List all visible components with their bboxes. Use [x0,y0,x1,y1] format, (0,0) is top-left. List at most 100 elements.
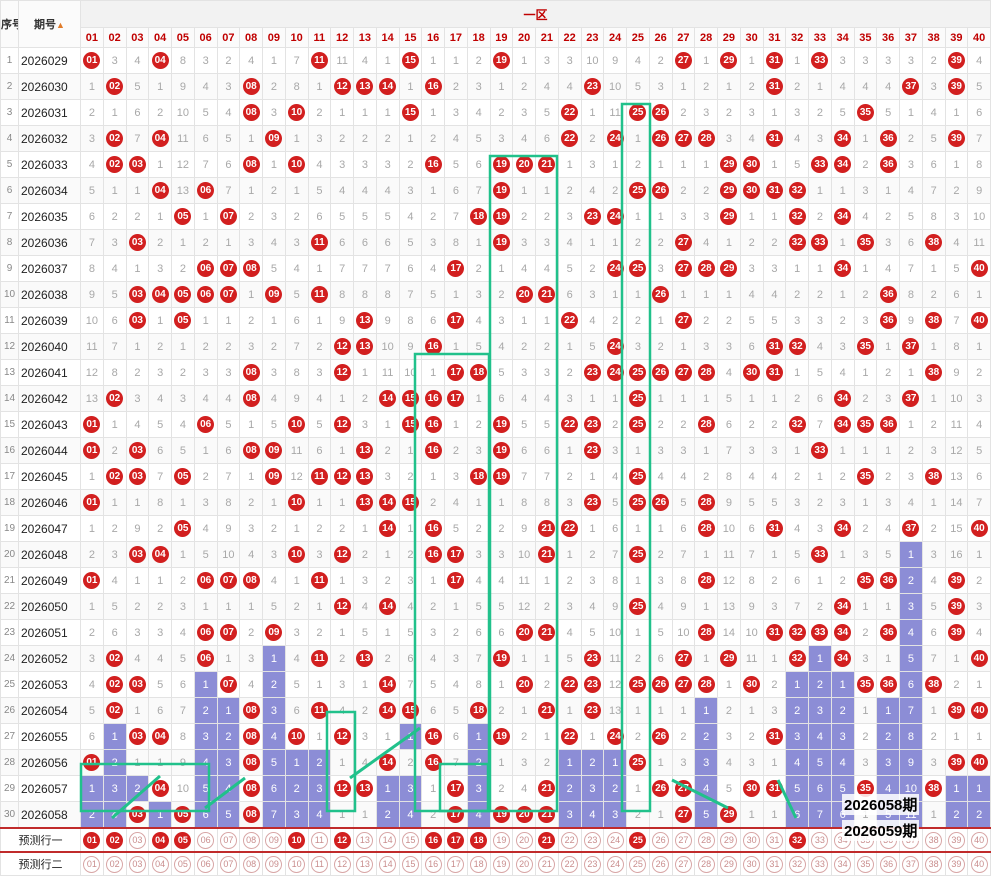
prediction-cell[interactable]: 40 [967,827,991,853]
prediction-number-toggle[interactable]: 35 [856,855,874,873]
prediction-number-toggle[interactable]: 20 [515,831,533,849]
prediction-cell[interactable]: 21 [535,851,559,876]
prediction-cell[interactable]: 29 [717,851,741,876]
prediction-cell[interactable]: 36 [876,851,900,876]
prediction-cell[interactable]: 28 [694,851,718,876]
sort-icon[interactable]: ▲ [56,20,65,30]
prediction-number-toggle[interactable]: 22 [561,855,579,873]
prediction-number-toggle[interactable]: 36 [879,855,897,873]
prediction-number-toggle[interactable]: 17 [447,855,465,873]
prediction-number-toggle[interactable]: 08 [242,855,260,873]
prediction-number-toggle[interactable]: 31 [765,855,783,873]
prediction-cell[interactable]: 17 [444,851,468,876]
period-header[interactable]: 期号▲ [18,0,81,48]
prediction-number-toggle[interactable]: 37 [902,855,920,873]
prediction-number-toggle[interactable]: 21 [538,831,556,849]
prediction-cell[interactable]: 32 [785,851,809,876]
prediction-cell[interactable]: 28 [694,827,718,853]
prediction-number-toggle[interactable]: 23 [583,831,601,849]
prediction-number-toggle[interactable]: 29 [720,855,738,873]
prediction-cell[interactable]: 31 [762,851,787,876]
prediction-number-toggle[interactable]: 12 [333,831,351,849]
prediction-cell[interactable]: 37 [899,851,923,876]
prediction-cell[interactable]: 32 [785,827,809,853]
prediction-number-toggle[interactable]: 25 [629,831,647,849]
prediction-cell[interactable]: 13 [353,851,377,876]
prediction-number-toggle[interactable]: 39 [947,855,965,873]
prediction-number-toggle[interactable]: 03 [128,831,146,849]
prediction-number-toggle[interactable]: 05 [174,855,192,873]
prediction-number-toggle[interactable]: 34 [834,855,852,873]
prediction-number-toggle[interactable]: 22 [561,831,579,849]
prediction-number-toggle[interactable]: 14 [379,855,397,873]
prediction-cell[interactable]: 18 [466,851,491,876]
prediction-cell[interactable]: 14 [375,851,400,876]
prediction-cell[interactable]: 24 [603,827,627,853]
prediction-number-toggle[interactable]: 17 [447,831,465,849]
prediction-cell[interactable]: 03 [125,827,150,853]
prediction-cell[interactable]: 38 [921,851,946,876]
prediction-cell[interactable]: 04 [148,827,172,853]
prediction-cell[interactable]: 06 [193,827,218,853]
prediction-number-toggle[interactable]: 06 [197,831,215,849]
prediction-number-toggle[interactable]: 01 [83,831,101,849]
prediction-number-toggle[interactable]: 28 [697,855,715,873]
prediction-cell[interactable]: 20 [512,851,536,876]
prediction-cell[interactable]: 08 [239,851,263,876]
prediction-number-toggle[interactable]: 08 [242,831,260,849]
prediction-number-toggle[interactable]: 04 [151,855,169,873]
prediction-number-toggle[interactable]: 32 [788,831,806,849]
prediction-number-toggle[interactable]: 25 [629,855,647,873]
prediction-number-toggle[interactable]: 18 [470,855,488,873]
prediction-number-toggle[interactable]: 02 [106,831,124,849]
prediction-cell[interactable]: 18 [466,827,491,853]
prediction-cell[interactable]: 19 [489,827,514,853]
prediction-cell[interactable]: 15 [398,827,423,853]
prediction-cell[interactable]: 26 [648,851,673,876]
prediction-cell[interactable]: 24 [603,851,627,876]
prediction-number-toggle[interactable]: 02 [106,855,124,873]
prediction-number-toggle[interactable]: 16 [424,855,442,873]
prediction-number-toggle[interactable]: 29 [720,831,738,849]
prediction-cell[interactable]: 21 [535,827,559,853]
prediction-number-toggle[interactable]: 32 [788,855,806,873]
prediction-cell[interactable]: 27 [671,827,696,853]
prediction-number-toggle[interactable]: 23 [583,855,601,873]
prediction-cell[interactable]: 39 [944,827,969,853]
prediction-cell[interactable]: 33 [808,827,832,853]
prediction-cell[interactable]: 25 [626,827,650,853]
prediction-number-toggle[interactable]: 27 [674,855,692,873]
prediction-cell[interactable]: 26 [648,827,673,853]
prediction-cell[interactable]: 17 [444,827,468,853]
prediction-number-toggle[interactable]: 06 [197,855,215,873]
prediction-number-toggle[interactable]: 15 [401,855,419,873]
prediction-cell[interactable]: 16 [421,851,445,876]
prediction-number-toggle[interactable]: 38 [925,831,943,849]
prediction-cell[interactable]: 12 [330,851,354,876]
prediction-cell[interactable]: 11 [307,851,332,876]
prediction-number-toggle[interactable]: 11 [310,855,328,873]
prediction-number-toggle[interactable]: 27 [674,831,692,849]
prediction-cell[interactable]: 30 [739,851,764,876]
prediction-cell[interactable]: 38 [921,827,946,853]
prediction-number-toggle[interactable]: 09 [265,831,283,849]
prediction-cell[interactable]: 39 [944,851,969,876]
prediction-cell[interactable]: 40 [967,851,991,876]
prediction-cell[interactable]: 22 [557,851,582,876]
prediction-number-toggle[interactable]: 11 [310,831,328,849]
prediction-cell[interactable]: 19 [489,851,514,876]
prediction-number-toggle[interactable]: 14 [379,831,397,849]
prediction-number-toggle[interactable]: 12 [333,855,351,873]
prediction-cell[interactable]: 22 [557,827,582,853]
prediction-cell[interactable]: 08 [239,827,263,853]
prediction-number-toggle[interactable]: 40 [970,831,988,849]
prediction-cell[interactable]: 09 [262,827,286,853]
prediction-cell[interactable]: 23 [580,851,605,876]
prediction-number-toggle[interactable]: 16 [424,831,442,849]
prediction-number-toggle[interactable]: 04 [151,831,169,849]
prediction-number-toggle[interactable]: 28 [697,831,715,849]
prediction-number-toggle[interactable]: 19 [492,855,510,873]
prediction-cell[interactable]: 33 [808,851,832,876]
prediction-cell[interactable]: 09 [262,851,286,876]
prediction-number-toggle[interactable]: 09 [265,855,283,873]
